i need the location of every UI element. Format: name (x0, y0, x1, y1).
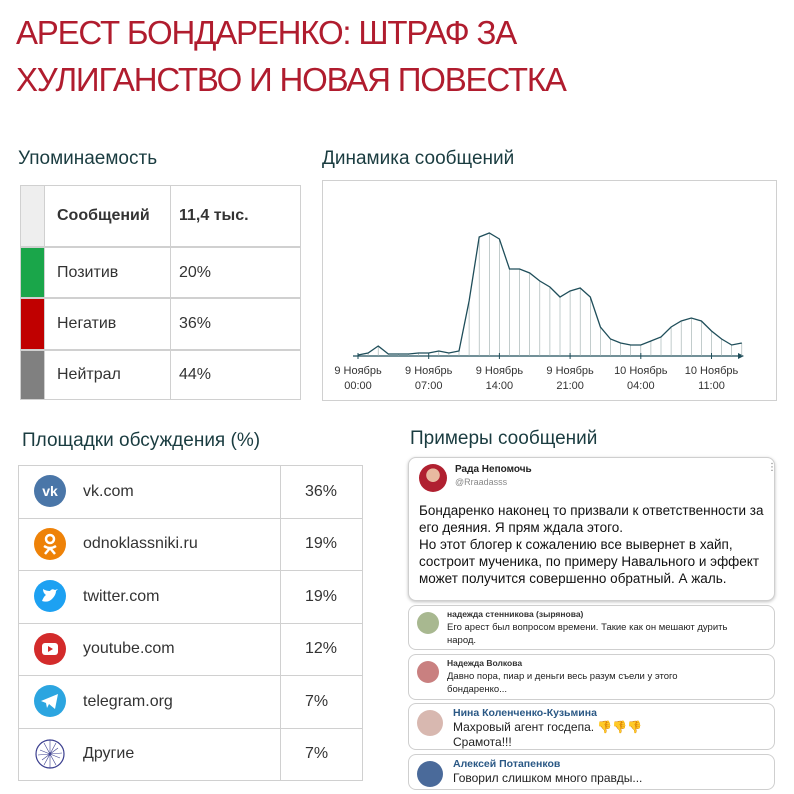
row-label: Нейтрал (44, 350, 171, 400)
title-line: АРЕСТ БОНДАРЕНКО: ШТРАФ ЗА (16, 14, 517, 51)
row-value: 20% (170, 247, 301, 298)
color-swatch (20, 298, 45, 350)
platform-value: 7% (280, 727, 363, 781)
section-title: Площадки обсуждения (%) (22, 430, 261, 451)
section-title: Упоминаемость (18, 148, 158, 169)
platform-icon (34, 685, 66, 717)
chart (353, 232, 744, 359)
row-label: Сообщений (44, 185, 171, 247)
icon-part (41, 694, 58, 709)
row-label: Позитив (44, 247, 171, 298)
comment-text: Давно пора, пиар и деньги весь разум съе… (447, 671, 678, 695)
platform-value: 36% (280, 465, 363, 519)
post-author: Рада Непомочь (455, 464, 532, 475)
row-label: Негатив (44, 298, 171, 350)
icon-part (34, 580, 66, 612)
icon-part (48, 645, 53, 652)
comment-card: Надежда Волкова Давно пора, пиар и деньги… (408, 654, 775, 700)
color-swatch (20, 247, 45, 298)
icon-part: vk (34, 475, 66, 507)
avatar (419, 464, 447, 492)
icon-part (34, 475, 66, 507)
icon-part (34, 685, 66, 717)
icon-part (35, 738, 65, 769)
icon-part (43, 544, 57, 555)
platform-value: 19% (280, 517, 363, 571)
axis-arrow (738, 353, 744, 359)
x-tick-label: 9 Ноябрь 00:00 (334, 365, 382, 392)
color-swatch (20, 350, 45, 400)
post-text: Бондаренко наконец то призвали к ответст… (419, 503, 764, 586)
x-tick-label: 9 Ноябрь 14:00 (475, 365, 524, 392)
comment-card: надежда стенникова (зырянова) Его арест б… (408, 605, 775, 650)
comment-author: Надежда Волкова (447, 658, 523, 668)
section-title: Динамика сообщений (322, 148, 515, 169)
platform-icon (34, 632, 66, 665)
avatar (417, 761, 443, 787)
icon-part (34, 527, 66, 560)
avatar (417, 710, 443, 736)
icon-part: vk (42, 483, 58, 499)
icon-part (34, 632, 66, 665)
title-line: ХУЛИГАНСТВО И НОВАЯ ПОВЕСТКА (16, 61, 567, 98)
comment-card: Нина Коленченко-Кузьмина Махровый агент г… (408, 703, 775, 750)
comment-author: надежда стенникова (зырянова) (447, 609, 584, 619)
comment-author: Нина Коленченко-Кузьмина (453, 707, 597, 719)
platform-value: 12% (280, 622, 363, 676)
x-tick-label: 9 Ноябрь 07:00 (405, 365, 453, 392)
platform-value: 7% (280, 675, 363, 729)
icon-part (44, 533, 56, 544)
icon-part (37, 739, 63, 768)
post-handle: @Rraadasss (455, 477, 508, 487)
chart-frame: 9 Ноябрь 00:00 9 Ноябрь 07:00 9 Ноябрь 14:… (322, 180, 777, 401)
platform-icon: vk (34, 475, 66, 507)
avatar (417, 661, 439, 683)
comment-card: Алексей Потапенков Говорил слишком много … (408, 754, 775, 790)
row-value: 36% (170, 298, 301, 350)
comment-text: Махровый агент госдепа. 👎👎👎 Срамота!!! (453, 720, 643, 749)
section-title: Примеры сообщений (410, 428, 598, 449)
comment-text: Его арест был вопросом времени. Такие ка… (447, 622, 728, 646)
color-swatch (20, 185, 45, 247)
comment-text: Говорил слишком много правды... (453, 771, 643, 785)
menu-dots: ⋮ (767, 462, 777, 473)
comment-author: Алексей Потапенков (453, 758, 561, 770)
avatar (417, 612, 439, 634)
x-tick-label: 9 Ноябрь 21:00 (546, 365, 594, 392)
line-series (357, 232, 742, 356)
platform-icon (34, 527, 66, 560)
platform-value: 19% (280, 570, 363, 624)
post-card: Рада Непомочь @Rraadasss ⋮ Бондаренко на… (408, 457, 777, 601)
icon-part (42, 589, 58, 602)
x-tick-label: 10 Ноябрь 04:00 (614, 365, 668, 392)
platform-icon (34, 580, 66, 612)
platform-icon (34, 738, 66, 770)
x-tick-label: 10 Ноябрь 11:00 (684, 365, 739, 392)
row-value: 44% (170, 350, 301, 400)
row-value: 11,4 тыс. (170, 185, 301, 247)
